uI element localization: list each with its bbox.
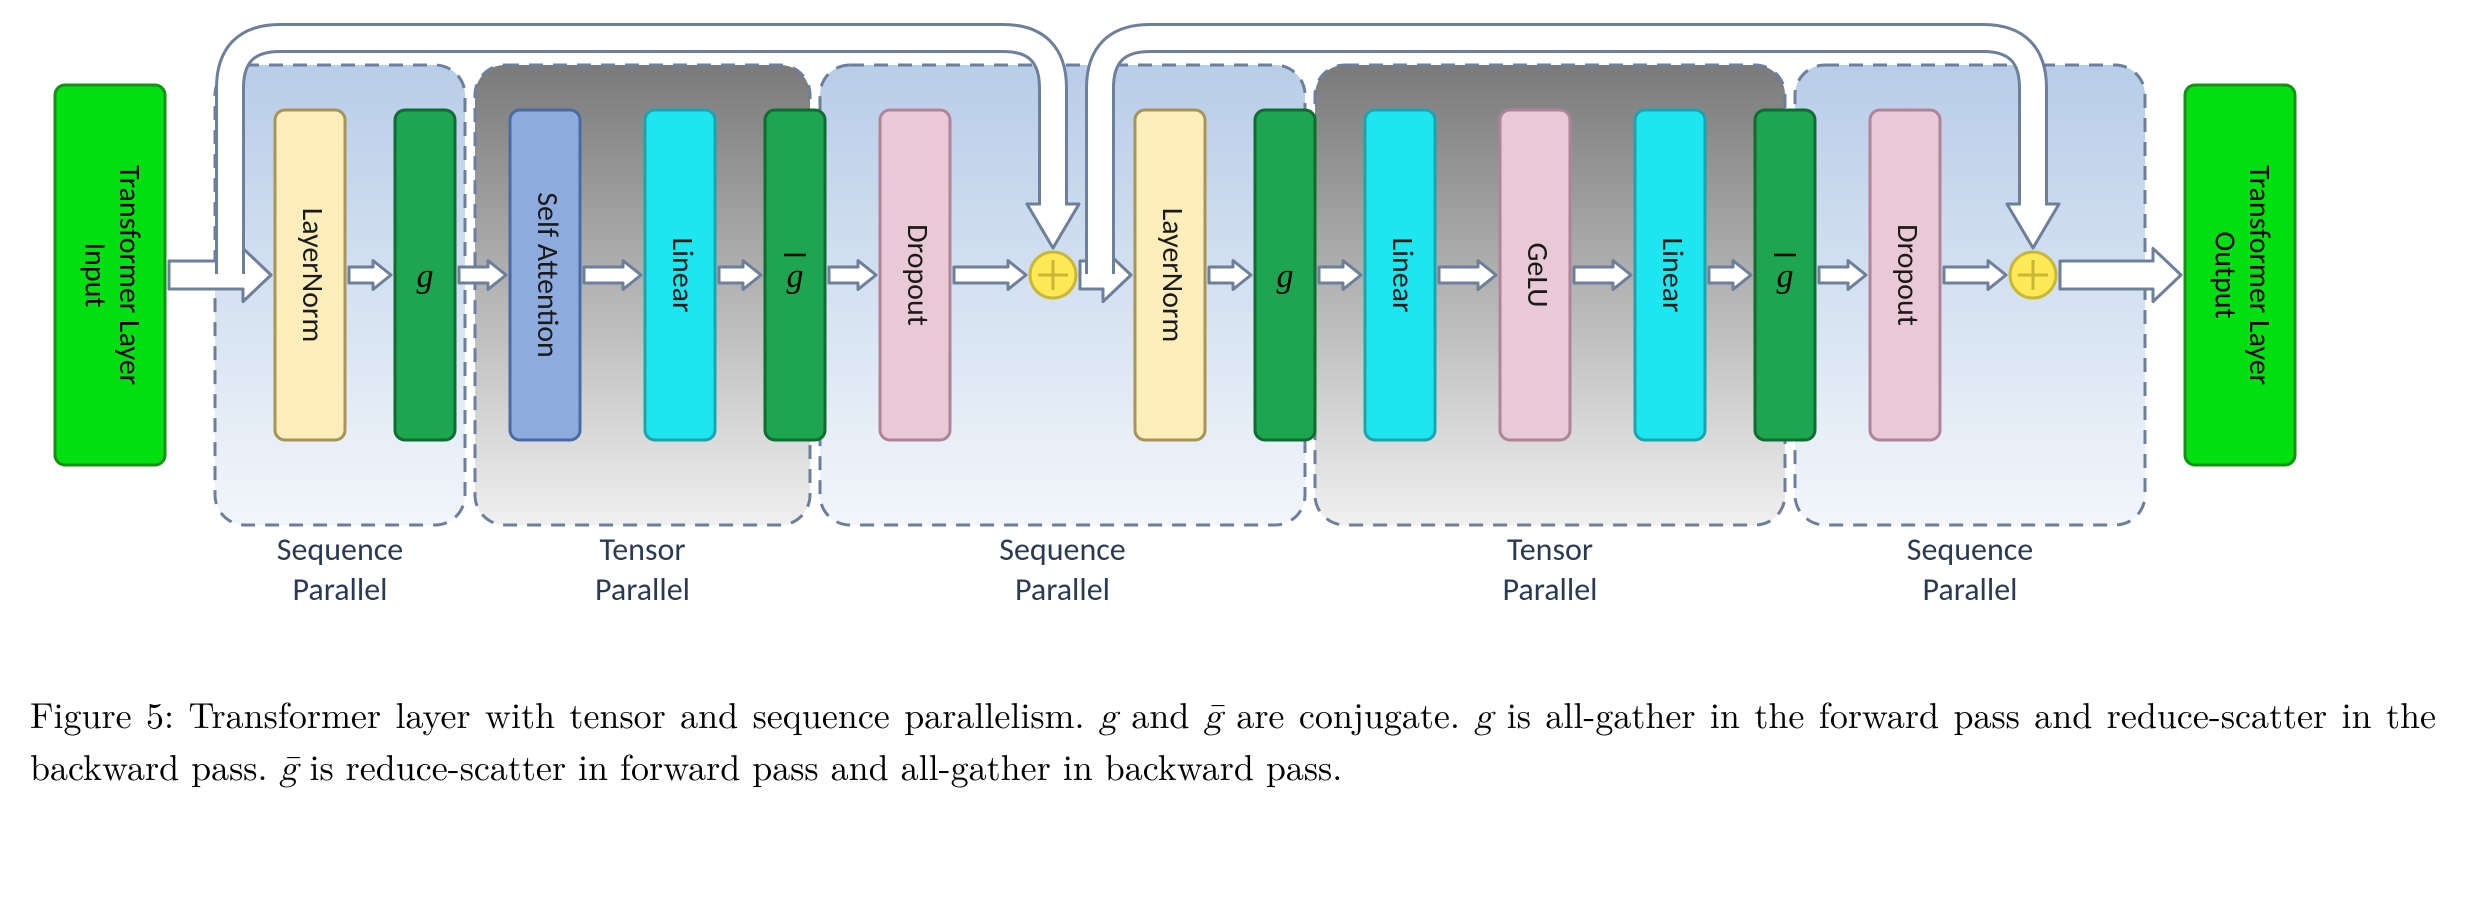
caption-mid1: and xyxy=(1117,688,1204,739)
svg-text:Linear: Linear xyxy=(1654,237,1691,312)
region-label-seq1-1: Sequence xyxy=(277,530,403,569)
svg-text:Self Attention: Self Attention xyxy=(529,192,566,358)
g-label-g2b: g xyxy=(1774,255,1796,295)
label-drop2: Dropout xyxy=(1889,224,1926,326)
region-label-seq2-1: Sequence xyxy=(999,530,1125,569)
caption-g1: g xyxy=(1099,699,1117,735)
g-label-g1: g xyxy=(417,258,434,295)
figure-caption: Figure 5: Transformer layer with tensor … xyxy=(20,690,2446,793)
diagram-container: SequenceParallelTensorParallelSequencePa… xyxy=(20,20,2446,660)
label-gelu: GeLU xyxy=(1519,242,1556,307)
label-ln2: LayerNorm xyxy=(1154,208,1191,343)
region-label-ten1-1: Tensor xyxy=(599,530,685,569)
svg-text:LayerNorm: LayerNorm xyxy=(1154,208,1191,343)
region-label-seq1-2: Parallel xyxy=(293,570,388,609)
svg-text:LayerNorm: LayerNorm xyxy=(294,208,331,343)
region-seq3 xyxy=(1795,65,2145,525)
svg-text:Dropout: Dropout xyxy=(1889,224,1926,326)
caption-mid2: are conjugate. xyxy=(1222,688,1474,739)
region-label-seq3-1: Sequence xyxy=(1907,530,2033,569)
region-label-ten2-2: Parallel xyxy=(1503,570,1598,609)
svg-text:Linear: Linear xyxy=(664,237,701,312)
g-label-g1b: g xyxy=(784,255,806,295)
region-label-seq3-2: Parallel xyxy=(1923,570,2018,609)
svg-text:g: g xyxy=(1277,258,1294,295)
label-lin3: Linear xyxy=(1654,237,1691,312)
svg-text:Dropout: Dropout xyxy=(899,224,936,326)
label-drop1: Dropout xyxy=(899,224,936,326)
region-label-seq2-2: Parallel xyxy=(1015,570,1110,609)
label-ln1: LayerNorm xyxy=(294,208,331,343)
caption-gbar2: ḡ xyxy=(279,751,297,787)
svg-text:g: g xyxy=(787,258,804,295)
caption-prefix: Figure 5: Transformer layer with tensor … xyxy=(30,688,1099,739)
svg-text:GeLU: GeLU xyxy=(1519,242,1556,307)
svg-text:Transformer Layer: Transformer Layer xyxy=(2241,165,2278,385)
label-lin1: Linear xyxy=(664,237,701,312)
g-label-g2: g xyxy=(1277,258,1294,295)
region-label-ten1-2: Parallel xyxy=(595,570,690,609)
label-lin2: Linear xyxy=(1384,237,1421,312)
svg-text:Linear: Linear xyxy=(1384,237,1421,312)
region-label-ten2-1: Tensor xyxy=(1507,530,1593,569)
caption-mid4: is reduce-scatter in forward pass and al… xyxy=(297,740,1342,791)
diagram-svg: SequenceParallelTensorParallelSequencePa… xyxy=(20,20,2446,660)
label-sa: Self Attention xyxy=(529,192,566,358)
svg-text:Output: Output xyxy=(2207,231,2244,318)
svg-text:Transformer Layer: Transformer Layer xyxy=(111,165,148,385)
caption-gbar1: ḡ xyxy=(1204,699,1222,735)
svg-text:g: g xyxy=(417,258,434,295)
svg-text:Input: Input xyxy=(77,243,114,308)
svg-text:g: g xyxy=(1777,258,1794,295)
caption-g2: g xyxy=(1474,699,1492,735)
